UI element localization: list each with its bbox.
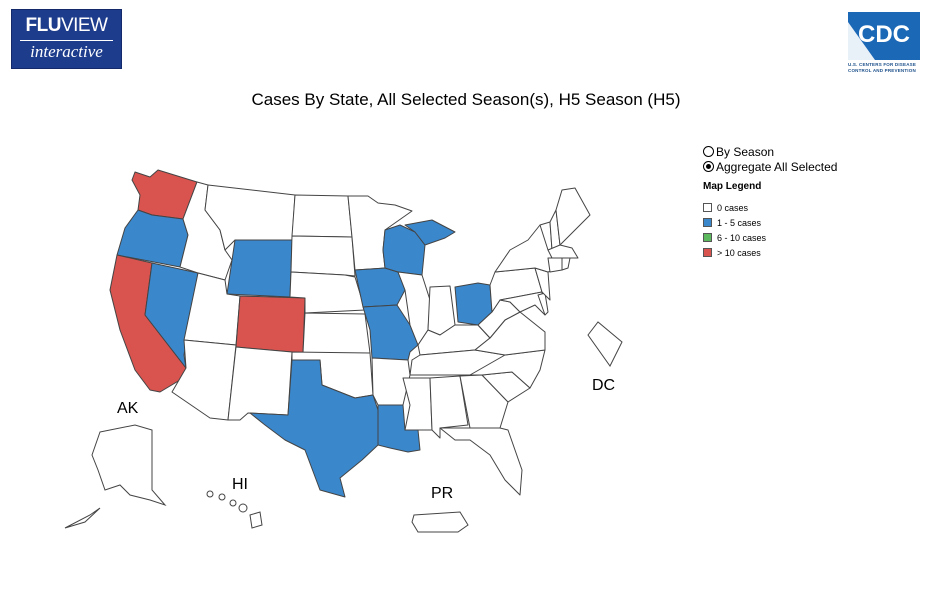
territory-pr-shape[interactable] bbox=[411, 511, 469, 533]
label-dc: DC bbox=[592, 377, 616, 394]
state-de[interactable] bbox=[537, 292, 549, 316]
logo-text-interactive: interactive bbox=[30, 42, 103, 61]
fluview-logo: FLUVIEW interactive bbox=[11, 9, 122, 69]
state-la[interactable] bbox=[377, 404, 421, 453]
state-ma[interactable] bbox=[547, 244, 579, 259]
state-shapes bbox=[109, 169, 591, 498]
label-ak: AK bbox=[117, 400, 139, 417]
state-co[interactable] bbox=[235, 295, 306, 354]
logo-text-flu: FLU bbox=[25, 15, 62, 36]
legend-label: 0 cases bbox=[717, 202, 749, 213]
state-tx[interactable] bbox=[249, 359, 379, 498]
legend-item: 6 - 10 cases bbox=[703, 230, 837, 245]
territory-ak-islands bbox=[64, 507, 101, 529]
territory-ak-shape[interactable] bbox=[91, 424, 167, 507]
legend-title: Map Legend bbox=[703, 181, 762, 192]
legend-swatch bbox=[703, 233, 712, 242]
state-ks[interactable] bbox=[302, 312, 371, 354]
state-ct[interactable] bbox=[547, 257, 563, 273]
radio-by-season-label: By Season bbox=[716, 144, 775, 159]
cdc-logo-text: CDC bbox=[858, 21, 910, 48]
logo-text-view: VIEW bbox=[60, 15, 108, 36]
legend-item: > 10 cases bbox=[703, 245, 837, 260]
cdc-tagline-2: CONTROL AND PREVENTION bbox=[848, 67, 916, 73]
radio-by-season-circle[interactable] bbox=[703, 146, 714, 157]
state-wy[interactable] bbox=[226, 239, 293, 298]
state-ne[interactable] bbox=[289, 271, 366, 314]
legend-swatch bbox=[703, 203, 712, 212]
radio-aggregate-label: Aggregate All Selected bbox=[716, 159, 838, 174]
legend-label: 1 - 5 cases bbox=[717, 217, 762, 228]
state-az[interactable] bbox=[171, 339, 237, 421]
label-hi: HI bbox=[232, 476, 248, 493]
radio-by-season[interactable]: By Season bbox=[703, 144, 837, 159]
cdc-tagline-1: U.S. CENTERS FOR DISEASE bbox=[848, 62, 917, 67]
state-mo[interactable] bbox=[362, 304, 419, 361]
map-legend: 0 cases 1 - 5 cases 6 - 10 cases > 10 ca… bbox=[703, 200, 837, 260]
state-nm[interactable] bbox=[227, 346, 293, 421]
legend-item: 1 - 5 cases bbox=[703, 215, 837, 230]
chart-title: Cases By State, All Selected Season(s), … bbox=[251, 90, 681, 109]
radio-aggregate[interactable]: Aggregate All Selected bbox=[703, 159, 837, 174]
map-controls: By Season Aggregate All Selected Map Leg… bbox=[703, 144, 837, 260]
legend-label: 6 - 10 cases bbox=[717, 232, 767, 243]
legend-item: 0 cases bbox=[703, 200, 837, 215]
state-ia[interactable] bbox=[354, 267, 406, 308]
state-ms[interactable] bbox=[402, 377, 433, 431]
cdc-logo: CDC U.S. CENTERS FOR DISEASE CONTROL AND … bbox=[845, 12, 925, 74]
legend-label: > 10 cases bbox=[717, 247, 761, 258]
state-me[interactable] bbox=[555, 187, 591, 246]
territory-hi-shape[interactable] bbox=[206, 490, 263, 529]
territory-dc-shape[interactable] bbox=[587, 321, 623, 367]
legend-swatch bbox=[703, 218, 712, 227]
state-mi[interactable] bbox=[404, 219, 456, 246]
state-ri[interactable] bbox=[561, 257, 571, 271]
label-pr: PR bbox=[431, 485, 454, 502]
legend-swatch bbox=[703, 248, 712, 257]
radio-aggregate-circle[interactable] bbox=[703, 161, 714, 172]
state-fl[interactable] bbox=[439, 427, 523, 496]
state-sd[interactable] bbox=[290, 235, 356, 277]
state-nd[interactable] bbox=[291, 194, 353, 238]
